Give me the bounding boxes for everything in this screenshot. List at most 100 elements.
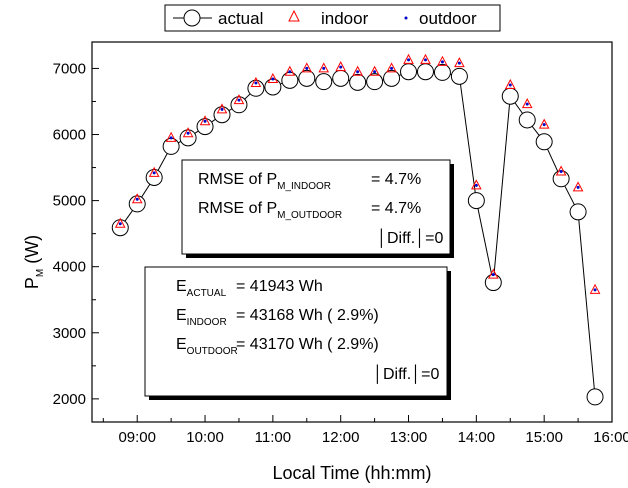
indoor-point (589, 283, 601, 294)
indoor-point (165, 131, 177, 142)
outdoor-point (322, 66, 326, 70)
annotation-energy: EACTUAL = 41943 Wh EINDOOR = 43168 Wh ( 2.… (144, 266, 451, 400)
x-tick-label: 15:00 (525, 429, 563, 446)
outdoor-point (271, 77, 275, 81)
y-axis-title-unit: (W) (22, 235, 42, 269)
actual-point (501, 87, 519, 105)
x-tick-label: 12:00 (322, 429, 360, 446)
outdoor-point (542, 123, 546, 127)
rmse1-value: = 4.7% (371, 171, 421, 188)
annotation-energy-line3: EOUTDOOR= 43170 Wh ( 2.9%) (176, 336, 379, 357)
actual-point (145, 168, 163, 186)
x-tick-label: 14:00 (458, 429, 496, 446)
indoor-point (148, 166, 160, 177)
actual-point (518, 111, 536, 129)
actual-point (332, 69, 350, 87)
rmse2-sub: M_OUTDOOR (277, 210, 342, 221)
energy3-sub: OUTDOOR (187, 346, 238, 357)
indoor-point (471, 179, 482, 190)
indoor-point (454, 57, 465, 68)
annotation-energy-box (144, 266, 448, 397)
outdoor-point (288, 70, 292, 74)
series-actual (111, 63, 604, 406)
legend-outdoor-marker (404, 16, 408, 20)
y-tick-label: 5000 (53, 193, 86, 210)
annotation-rmse-box (181, 159, 451, 255)
x-tick-label: 10:00 (186, 429, 224, 446)
actual-point (179, 129, 197, 147)
indoor-point (131, 193, 143, 204)
indoor-point (572, 181, 584, 192)
outdoor-point (118, 222, 122, 226)
plot-frame (91, 41, 613, 423)
legend: actual indoor outdoor (164, 4, 501, 32)
indoor-point (403, 53, 414, 64)
energy1-prefix: E (176, 278, 187, 295)
rmse2-value: = 4.7% (371, 200, 421, 217)
outdoor-point (305, 66, 309, 70)
energy3-prefix: E (176, 336, 187, 353)
y-axis: 2000 3000 4000 5000 6000 7000 (53, 60, 99, 408)
actual-point (230, 96, 248, 114)
actual-point (298, 69, 316, 87)
indoor-point (538, 118, 550, 129)
annotation-rmse-line2: RMSE of PM_OUTDOOR = 4.7% (198, 200, 421, 221)
outdoor-point (135, 197, 139, 201)
indoor-point (437, 55, 448, 66)
indoor-point (555, 165, 567, 176)
actual-point (569, 203, 587, 221)
actual-point (366, 73, 384, 91)
actual-point (281, 71, 299, 89)
rmse1-sub: M_INDOOR (277, 181, 331, 192)
y-axis-title-sub: M (35, 269, 46, 277)
legend-indoor-marker (288, 9, 300, 22)
energy3-value: = 43170 Wh ( 2.9%) (236, 336, 379, 353)
actual-point (467, 192, 485, 210)
energy2-prefix: E (176, 307, 187, 324)
annotation-energy-line2: EINDOOR = 43168 Wh ( 2.9%) (176, 307, 379, 328)
x-tick-label: 11:00 (255, 429, 291, 446)
indoor-point (284, 65, 296, 76)
outdoor-point (440, 60, 444, 64)
indoor-point (250, 76, 262, 87)
actual-point (383, 69, 401, 87)
outdoor-point (220, 107, 224, 111)
outdoor-point (525, 102, 529, 106)
energy1-sub: ACTUAL (187, 288, 227, 299)
outdoor-point (152, 171, 156, 175)
indoor-point (318, 62, 330, 73)
x-axis-title: Local Time (hh:mm) (272, 463, 431, 483)
indoor-point (267, 72, 279, 84)
actual-point (535, 133, 553, 151)
energy2-sub: INDOOR (187, 317, 227, 328)
x-tick-label: 13:00 (390, 429, 428, 446)
outdoor-point (508, 83, 512, 87)
actual-point (196, 118, 214, 136)
annotation-energy-line1: EACTUAL = 41943 Wh (176, 278, 323, 299)
outdoor-point (457, 61, 461, 65)
legend-indoor-label: indoor (321, 9, 369, 28)
outdoor-point (390, 66, 394, 70)
series-indoor (114, 53, 601, 294)
indoor-point (199, 115, 211, 126)
actual-point (433, 63, 451, 81)
y-axis-title: PM (W) (22, 235, 46, 289)
outdoor-point (373, 70, 377, 74)
actual-point (128, 195, 146, 213)
legend-actual-label: actual (218, 9, 263, 28)
actual-point (315, 73, 333, 91)
y-tick-label: 6000 (53, 127, 86, 144)
legend-box (164, 4, 501, 32)
indoor-point (182, 127, 194, 138)
actual-point (213, 106, 231, 124)
y-tick-label: 7000 (53, 60, 86, 77)
x-tick-label: 16:00 (593, 429, 628, 446)
actual-point (247, 79, 265, 97)
outdoor-point (474, 183, 478, 187)
outdoor-point (576, 185, 580, 189)
outdoor-point (339, 65, 343, 69)
legend-actual-marker (183, 9, 201, 27)
actual-point (450, 67, 468, 85)
legend-outdoor-label: outdoor (419, 9, 477, 28)
annotation-rmse-line1: RMSE of PM_INDOOR = 4.7% (198, 171, 421, 192)
